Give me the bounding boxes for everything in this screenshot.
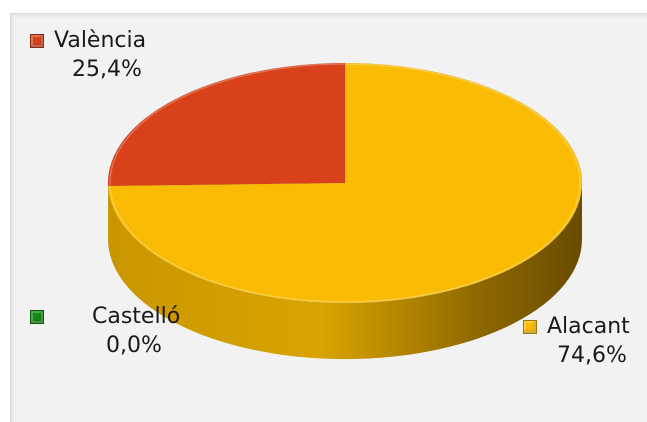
legend-castello: Castelló 0,0%: [30, 302, 180, 360]
legend-label-alacant: Alacant: [547, 312, 630, 341]
legend-valencia: València 25,4%: [30, 26, 146, 84]
legend-label-castello: Castelló: [92, 302, 180, 331]
legend-alacant: Alacant 74,6%: [523, 312, 630, 370]
legend-marker-castello: [30, 310, 44, 324]
legend-marker-valencia: [30, 34, 44, 48]
data-label-castello: 0,0%: [106, 331, 180, 360]
legend-marker-alacant: [523, 320, 537, 334]
data-label-alacant: 74,6%: [557, 341, 630, 370]
legend-label-valencia: València: [54, 26, 146, 55]
data-label-valencia: 25,4%: [72, 55, 146, 84]
